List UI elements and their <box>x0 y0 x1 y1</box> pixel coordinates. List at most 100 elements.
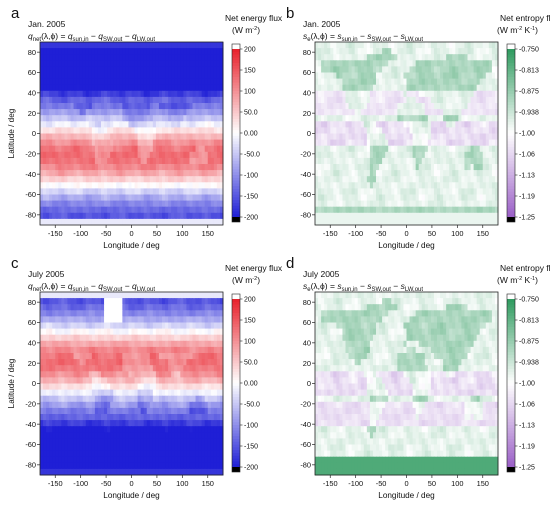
heatmap-cell <box>355 85 359 92</box>
heatmap-cell <box>449 73 453 80</box>
heatmap-cell <box>61 292 65 299</box>
heatmap-cell <box>89 377 93 384</box>
heatmap-cell <box>199 304 203 311</box>
heatmap-cell <box>455 134 459 141</box>
colorbar-segment <box>232 183 240 186</box>
heatmap-cell <box>352 146 356 153</box>
heatmap-cell <box>480 109 484 116</box>
heatmap-cell <box>80 201 84 208</box>
heatmap-cell <box>477 219 481 226</box>
heatmap-cell <box>419 164 423 171</box>
heatmap-cell <box>46 182 50 189</box>
heatmap-cell <box>458 109 462 116</box>
heatmap-cell <box>492 85 496 92</box>
heatmap-cell <box>177 292 181 299</box>
heatmap-cell <box>486 115 490 122</box>
heatmap-cell <box>98 201 102 208</box>
heatmap-cell <box>440 97 444 104</box>
heatmap-cell <box>208 97 212 104</box>
heatmap-cell <box>162 335 166 342</box>
heatmap-cell <box>168 207 172 214</box>
heatmap-cell <box>67 109 71 116</box>
heatmap-cell <box>477 195 481 202</box>
heatmap-cell <box>464 201 468 208</box>
heatmap-cell <box>64 292 68 299</box>
heatmap-cell <box>205 73 209 80</box>
heatmap-cell <box>98 85 102 92</box>
heatmap-cell <box>480 188 484 195</box>
heatmap-cell <box>391 79 395 86</box>
heatmap-cell <box>336 91 340 98</box>
heatmap-cell <box>434 60 438 67</box>
heatmap-cell <box>55 310 59 317</box>
heatmap-cell <box>77 195 81 202</box>
heatmap-cell <box>180 304 184 311</box>
heatmap-cell <box>443 201 447 208</box>
heatmap-cell <box>217 341 221 348</box>
heatmap-cell <box>196 48 200 55</box>
heatmap-cell <box>416 176 420 183</box>
heatmap-cell <box>407 42 411 49</box>
heatmap-cell <box>101 323 105 330</box>
heatmap-cell <box>364 91 368 98</box>
heatmap-cell <box>156 359 160 366</box>
heatmap-cell <box>403 146 407 153</box>
heatmap-cell <box>361 127 365 134</box>
heatmap-cell <box>138 213 142 220</box>
heatmap-cell <box>67 103 71 110</box>
heatmap-cell <box>86 335 90 342</box>
heatmap-cell <box>162 396 166 403</box>
heatmap-cell <box>416 219 420 226</box>
heatmap-cell <box>49 323 53 330</box>
heatmap-cell <box>74 146 78 153</box>
heatmap-cell <box>394 66 398 73</box>
heatmap-cell <box>434 91 438 98</box>
heatmap-cell <box>92 152 96 159</box>
colorbar-segment <box>507 119 515 122</box>
heatmap-cell <box>61 121 65 128</box>
heatmap-cell <box>171 298 175 305</box>
heatmap-cell <box>64 353 68 360</box>
heatmap-cell <box>214 377 218 384</box>
heatmap-cell <box>168 384 172 391</box>
y-axis-label: Latitude / deg <box>7 108 16 158</box>
heatmap-cell <box>174 201 178 208</box>
heatmap-cell <box>474 195 478 202</box>
heatmap-cell <box>77 66 81 73</box>
colorbar-segment <box>507 105 515 108</box>
heatmap-cell <box>64 390 68 397</box>
heatmap-cell <box>86 152 90 159</box>
heatmap-cell <box>364 140 368 147</box>
heatmap-cell <box>199 54 203 61</box>
heatmap-cell <box>171 140 175 147</box>
heatmap-cell <box>165 371 169 378</box>
heatmap-cell <box>110 127 114 134</box>
heatmap-cell <box>193 396 197 403</box>
heatmap-cell <box>49 390 53 397</box>
heatmap-cell <box>113 48 117 55</box>
heatmap-cell <box>113 201 117 208</box>
heatmap-cell <box>89 140 93 147</box>
heatmap-cell <box>77 323 81 330</box>
heatmap-cell <box>333 127 337 134</box>
heatmap-cell <box>49 134 53 141</box>
equation: qnet(λ,ϕ) = qsun,in​ − qSW,out​ − qLW,ou… <box>28 281 155 293</box>
heatmap-cell <box>110 347 114 354</box>
heatmap-cell <box>128 109 132 116</box>
heatmap-cell <box>138 323 142 330</box>
heatmap-cell <box>55 390 59 397</box>
heatmap-cell <box>189 182 193 189</box>
heatmap-cell <box>86 115 90 122</box>
heatmap-cell <box>327 176 331 183</box>
heatmap-cell <box>58 170 62 177</box>
heatmap-cell <box>452 73 456 80</box>
heatmap-cell <box>449 207 453 214</box>
heatmap-cell <box>122 152 126 159</box>
heatmap-cell <box>83 146 87 153</box>
heatmap-cell <box>474 134 478 141</box>
heatmap-cell <box>113 304 117 311</box>
heatmap-cell <box>382 170 386 177</box>
heatmap-cell <box>83 85 87 92</box>
heatmap-cell <box>464 164 468 171</box>
heatmap-cell <box>150 127 154 134</box>
